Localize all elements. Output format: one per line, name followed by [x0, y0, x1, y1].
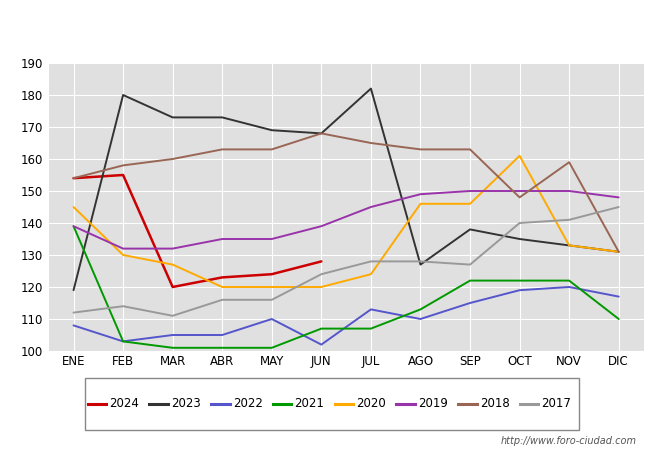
Text: 2021: 2021	[294, 397, 324, 410]
Text: 2018: 2018	[480, 397, 510, 410]
Text: Afiliados en Guijo de Granadilla a 31/5/2024: Afiliados en Guijo de Granadilla a 31/5/…	[127, 17, 523, 32]
Text: http://www.foro-ciudad.com: http://www.foro-ciudad.com	[501, 436, 637, 446]
Text: 2024: 2024	[109, 397, 139, 410]
Text: 2020: 2020	[356, 397, 386, 410]
Text: 2022: 2022	[233, 397, 263, 410]
Text: 2023: 2023	[171, 397, 201, 410]
Text: 2019: 2019	[418, 397, 448, 410]
Text: 2017: 2017	[541, 397, 571, 410]
